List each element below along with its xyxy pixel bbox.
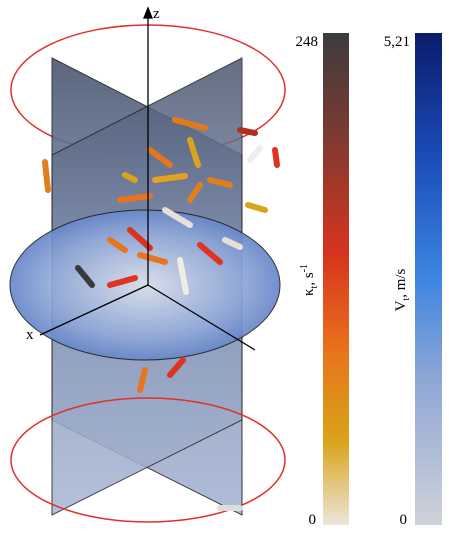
colorbar-label: Vt, m/s [393, 268, 412, 311]
label-symbol: V [393, 300, 409, 311]
label-unit: , m/s [393, 268, 409, 297]
label-exponent: -1 [299, 264, 310, 272]
colorbar-max: 248 [296, 34, 319, 50]
label-subscript: t [309, 285, 320, 288]
colorbar-max: 5,21 [384, 34, 410, 50]
label-symbol: κ [301, 288, 317, 296]
axes [39, 6, 256, 351]
colorbar: 5,21 0 Vt, m/s [384, 33, 442, 528]
axis-label: z [153, 6, 160, 22]
label-subscript: t [401, 298, 412, 301]
colorbar-gradient [415, 33, 442, 525]
axis-label: x [26, 327, 34, 343]
colorbar-gradient [323, 33, 349, 525]
disk [9, 209, 281, 361]
colorbar-min: 0 [400, 512, 408, 528]
colorbar-label: κt, s-1 [299, 264, 320, 296]
scene: z x [9, 6, 286, 523]
bottom-circle [10, 397, 286, 523]
colorbar: 248 0 κt, s-1 [296, 33, 349, 528]
particles [42, 117, 280, 511]
colorbar-min: 0 [309, 512, 317, 528]
label-unit: , s [301, 272, 317, 286]
